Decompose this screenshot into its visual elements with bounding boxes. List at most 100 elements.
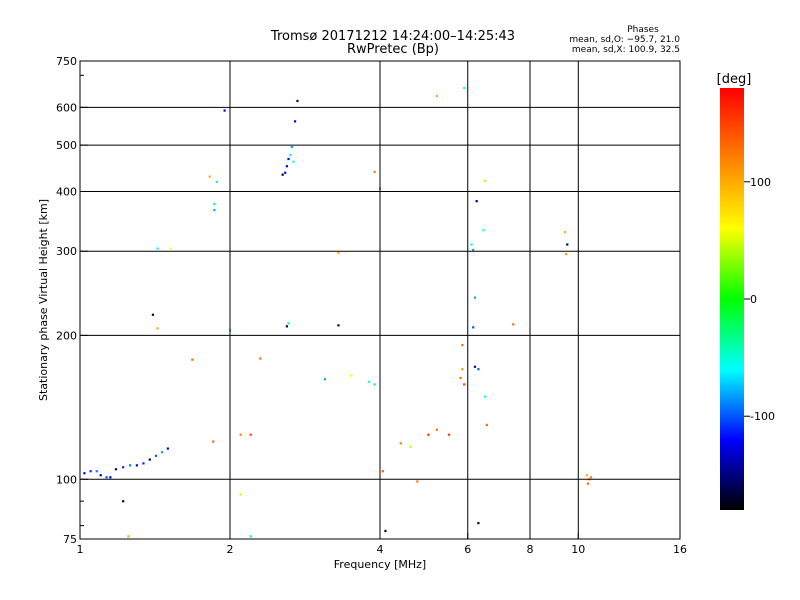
colorbar bbox=[720, 88, 744, 510]
data-point bbox=[589, 476, 593, 479]
data-point bbox=[212, 440, 215, 443]
y-tick-label: 600 bbox=[56, 101, 77, 114]
y-tick-label: 400 bbox=[56, 185, 77, 198]
data-point bbox=[191, 358, 194, 361]
colorbar-ticks: 100 0 -100 bbox=[744, 176, 775, 423]
data-point bbox=[285, 325, 288, 328]
data-point bbox=[114, 468, 118, 471]
data-point bbox=[337, 251, 340, 254]
data-point bbox=[105, 476, 108, 479]
legend-line-x: mean, sd,X: 100.9, 32.5 bbox=[572, 45, 680, 55]
y-tick-label: 300 bbox=[56, 245, 77, 258]
data-point bbox=[156, 247, 159, 250]
data-point bbox=[239, 493, 242, 496]
data-point bbox=[435, 94, 438, 98]
data-point bbox=[373, 383, 376, 386]
data-point bbox=[293, 120, 297, 123]
scatter-points bbox=[83, 86, 593, 538]
x-tick-label: 10 bbox=[571, 543, 585, 556]
data-point bbox=[384, 529, 387, 533]
data-point bbox=[151, 313, 155, 316]
data-point bbox=[129, 464, 132, 467]
chart-title: Tromsø 20171212 14:24:00–14:25:43 bbox=[270, 29, 515, 44]
data-point bbox=[435, 428, 438, 431]
data-point bbox=[350, 374, 353, 377]
x-axis-ticks: 1 2 4 6 8 10 16 bbox=[77, 533, 687, 556]
data-point bbox=[281, 173, 284, 176]
data-point bbox=[373, 170, 376, 173]
data-point bbox=[148, 458, 151, 461]
data-point bbox=[485, 423, 488, 427]
data-point bbox=[586, 482, 590, 485]
data-point bbox=[156, 327, 159, 330]
legend-line-o: mean, sd,O: −95.7, 21.0 bbox=[569, 35, 680, 45]
data-point bbox=[427, 433, 430, 436]
x-tick-label: 2 bbox=[227, 543, 234, 556]
data-point bbox=[135, 464, 138, 467]
data-point bbox=[122, 500, 125, 503]
data-point bbox=[89, 470, 92, 473]
colorbar-tick-label: 0 bbox=[750, 293, 757, 306]
y-tick-label: 200 bbox=[56, 329, 77, 342]
data-point bbox=[215, 180, 218, 184]
data-point bbox=[166, 447, 169, 450]
data-point bbox=[484, 395, 487, 398]
data-point bbox=[337, 324, 340, 327]
colorbar-tick-label: -100 bbox=[750, 410, 775, 423]
data-point bbox=[249, 535, 252, 538]
y-tick-label: 100 bbox=[56, 473, 77, 486]
data-point bbox=[399, 442, 402, 445]
data-point bbox=[169, 247, 172, 250]
data-point bbox=[463, 383, 466, 386]
data-point bbox=[484, 179, 487, 183]
data-point bbox=[565, 253, 568, 256]
data-point bbox=[259, 357, 262, 360]
gridlines bbox=[80, 61, 680, 539]
data-point bbox=[289, 153, 292, 157]
data-point bbox=[512, 323, 515, 326]
data-point bbox=[109, 476, 112, 479]
x-tick-label: 8 bbox=[527, 543, 534, 556]
data-point bbox=[459, 376, 462, 380]
data-point bbox=[213, 208, 216, 212]
data-point bbox=[367, 380, 371, 383]
y-tick-label: 500 bbox=[56, 139, 77, 152]
data-point bbox=[447, 433, 451, 436]
colorbar-label: [deg] bbox=[717, 72, 752, 87]
x-tick-label: 1 bbox=[77, 543, 84, 556]
data-point bbox=[475, 200, 478, 203]
data-point bbox=[83, 472, 86, 475]
data-point bbox=[323, 378, 327, 381]
data-point bbox=[472, 326, 475, 329]
data-point bbox=[461, 368, 464, 371]
data-point bbox=[381, 470, 384, 473]
data-point bbox=[160, 451, 164, 454]
data-point bbox=[249, 433, 252, 436]
data-point bbox=[287, 322, 290, 325]
data-point bbox=[409, 445, 412, 448]
data-point bbox=[223, 109, 226, 112]
y-tick-label: 750 bbox=[56, 55, 77, 68]
x-tick-label: 16 bbox=[673, 543, 687, 556]
data-point bbox=[122, 466, 125, 469]
legend-title: Phases bbox=[627, 25, 659, 35]
data-point bbox=[473, 296, 477, 299]
y-tick-label: 75 bbox=[63, 533, 77, 546]
y-axis-label: Stationary phase Virtual Height [km] bbox=[37, 199, 50, 401]
data-point bbox=[296, 99, 299, 103]
data-point bbox=[470, 243, 473, 246]
data-point bbox=[416, 480, 419, 483]
colorbar-tick-label: 100 bbox=[750, 176, 771, 189]
data-point bbox=[482, 229, 485, 232]
data-point bbox=[285, 165, 288, 168]
data-point bbox=[472, 248, 475, 252]
data-point bbox=[566, 243, 569, 246]
data-point bbox=[477, 522, 480, 525]
data-point bbox=[292, 160, 295, 163]
data-point bbox=[208, 175, 211, 178]
chart-subtitle: RwPretec (Bp) bbox=[347, 42, 439, 57]
data-point bbox=[473, 365, 477, 368]
x-axis-label: Frequency [MHz] bbox=[334, 558, 426, 571]
data-point bbox=[142, 462, 145, 465]
